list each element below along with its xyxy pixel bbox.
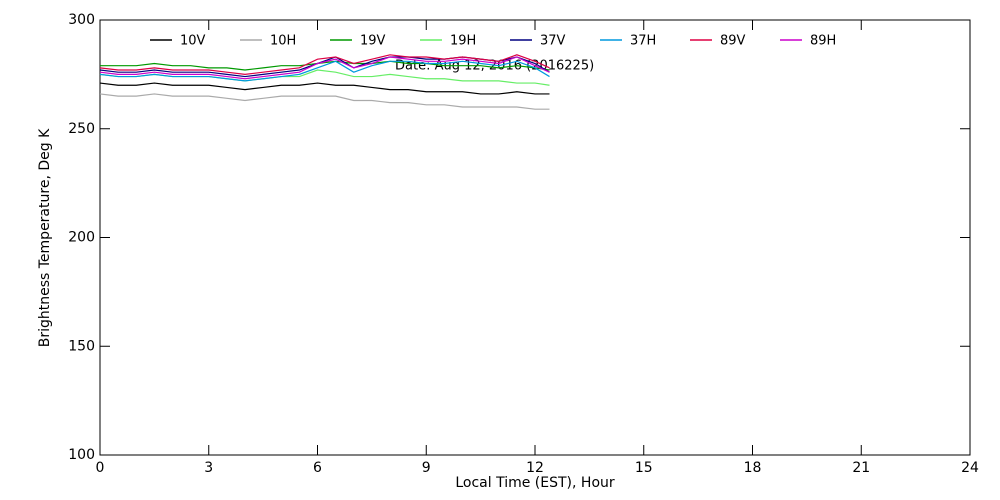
series-line <box>99 82 550 95</box>
x-tick-label: 0 <box>96 460 105 476</box>
legend-label: 89V <box>720 34 746 49</box>
legend-label: 10H <box>270 34 296 49</box>
x-tick-label: 21 <box>852 460 870 476</box>
x-tick-label: 12 <box>526 460 544 476</box>
y-axis-label: Brightness Temperature, Deg K <box>37 128 53 347</box>
x-axis-label: Local Time (EST), Hour <box>455 475 615 491</box>
series-line <box>99 60 550 82</box>
legend-label: 10V <box>180 34 206 49</box>
x-tick-label: 3 <box>204 460 213 476</box>
legend-label: 89H <box>810 34 836 49</box>
x-tick-label: 9 <box>422 460 431 476</box>
y-tick-label: 250 <box>68 121 95 137</box>
legend-label: 19V <box>360 34 386 49</box>
y-tick-label: 200 <box>68 230 95 246</box>
series-line <box>99 93 550 110</box>
series-line <box>100 60 550 71</box>
x-tick-label: 15 <box>635 460 653 476</box>
series-line <box>99 56 550 80</box>
legend-label: 19H <box>450 34 476 49</box>
x-tick-label: 6 <box>313 460 322 476</box>
y-tick-label: 300 <box>68 12 95 28</box>
legend-label: 37V <box>540 34 566 49</box>
legend-label: 37H <box>630 34 656 49</box>
y-tick-label: 100 <box>68 447 95 463</box>
y-tick-label: 150 <box>68 338 95 354</box>
x-tick-label: 18 <box>744 460 762 476</box>
plot-frame <box>99 19 971 456</box>
series-line <box>99 54 550 75</box>
x-tick-label: 24 <box>961 460 979 476</box>
